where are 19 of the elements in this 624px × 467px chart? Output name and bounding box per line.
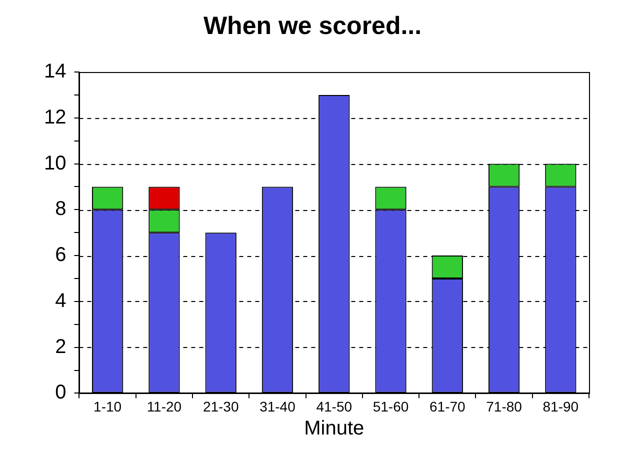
y-tick-label: 12 bbox=[44, 106, 66, 128]
y-tick-label: 6 bbox=[55, 244, 66, 266]
y-tick-label: 8 bbox=[55, 198, 66, 220]
x-tick-label: 61-70 bbox=[429, 398, 466, 414]
x-tick-label: 1-10 bbox=[94, 398, 122, 414]
y-tick-label: 4 bbox=[55, 290, 66, 312]
x-axis-title: Minute bbox=[304, 418, 364, 440]
x-tick-label: 41-50 bbox=[316, 398, 352, 414]
x-tick-label: 81-90 bbox=[542, 398, 579, 414]
x-tick-label: 51-60 bbox=[372, 398, 409, 414]
y-tick-label: 10 bbox=[44, 152, 66, 174]
y-tick-label: 2 bbox=[55, 336, 66, 358]
chart-title: When we scored... bbox=[203, 12, 422, 40]
y-tick-label: 14 bbox=[44, 60, 66, 83]
x-tick-label: 31-40 bbox=[260, 398, 296, 414]
x-tick-label: 71-80 bbox=[486, 398, 522, 414]
x-tick-label: 21-30 bbox=[202, 398, 239, 414]
x-tick-label: 11-20 bbox=[146, 398, 182, 414]
y-tick-label: 0 bbox=[55, 382, 66, 404]
